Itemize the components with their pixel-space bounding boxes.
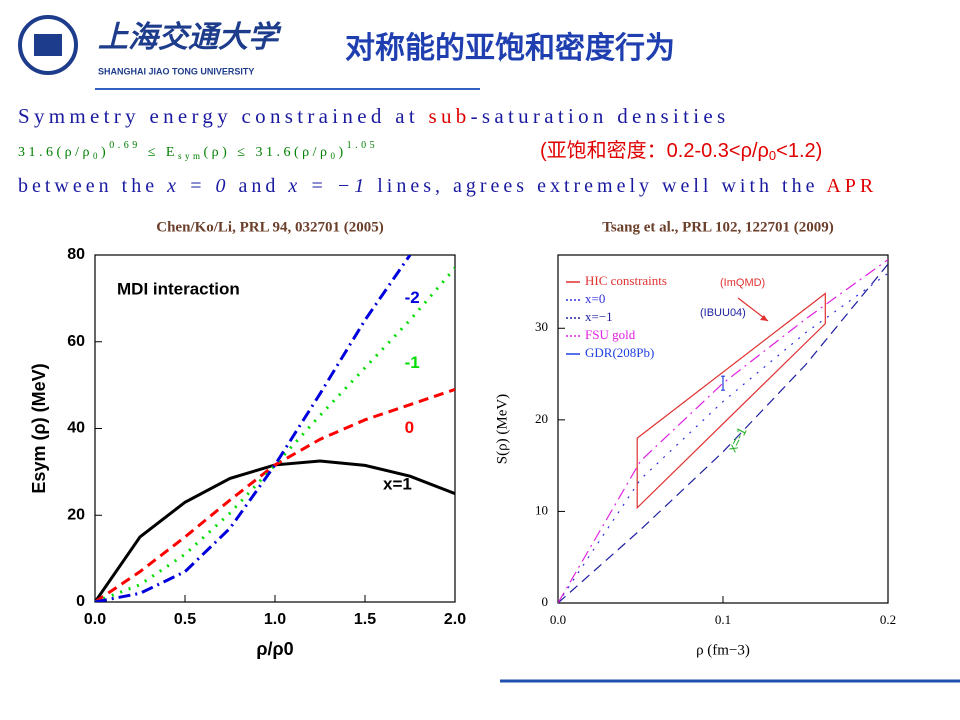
series-line [558,272,888,603]
series-line [95,388,455,602]
chart-title: MDI interaction [117,279,240,298]
text: 31.6(ρ/ρ [18,145,93,160]
plot-area [558,259,888,603]
y-axis-label: Esym (ρ) (MeV) [29,363,49,493]
text: 0.69 [109,140,141,151]
text: lines, agrees extremely well with the [368,175,826,197]
text: (ρ) ≤ 31.6(ρ/ρ [203,145,330,160]
series-label: 0 [405,418,414,437]
series-label: -2 [405,288,420,307]
region [636,292,826,510]
series-line [95,255,412,602]
y-tick-label: 40 [67,420,85,437]
text: <1.2) [776,140,822,162]
chart-caption: Chen/Ko/Li, PRL 94, 032701 (2005) [156,219,384,235]
legend-label: FSU gold [585,327,636,342]
text: ) [339,145,347,160]
logo-cn: 上海交通大学 [98,20,282,54]
y-tick-label: 20 [67,506,85,523]
point [721,375,725,391]
legend-label: x=−1 [585,309,613,324]
x-tick-label: 1.5 [354,611,376,628]
text: 0 [769,148,776,163]
logo-emblem-inner [34,34,62,56]
text: (亚饱和密度：0.2-0.3<ρ/ρ [540,139,769,162]
formula: 31.6(ρ/ρ0)0.69 ≤ Esym(ρ) ≤ 31.6(ρ/ρ0)1.0… [18,140,378,161]
x-tick-label: 0.2 [880,612,896,627]
annotation: (ImQMD) [720,277,765,289]
text: 0 [331,151,339,161]
chart: 0.0 0.5 1.0 1.5 2.0 0 20 40 60 80 ρ/ρ0 Esym (ρ) (Me… [29,246,466,659]
x-tick-label: 0.1 [715,612,731,627]
text: 1.05 [347,140,379,151]
legend-label: x=0 [585,291,605,306]
legend-label: GDR(208Pb) [585,345,654,360]
series-line [558,263,888,603]
series-label: x=1 [383,474,412,493]
x-tick-label: 0.5 [174,611,196,628]
y-tick-label: 0 [76,593,85,610]
slide-title: 对称能的亚饱和密度行为 [345,31,675,65]
series-line [95,267,455,602]
text: ≤ E [141,145,178,160]
text: -saturation densities [471,104,730,128]
text: sub [429,104,471,128]
chart: 0.0 0.1 0.2 0 10 20 30 ρ (fm−3) S(ρ) (MeV) HIC co… [494,254,896,658]
y-tick-label: 20 [535,411,548,426]
y-tick-label: 80 [67,246,85,263]
arrow-head [760,315,768,321]
annotation: x=-1 [724,425,749,455]
legend-label: HIC constraints [585,273,667,288]
text: 0 [93,151,101,161]
text: and [229,175,288,197]
x-tick-label: 0.0 [84,611,106,628]
annotation: (IBUU04) [700,307,746,319]
y-tick-label: 0 [542,594,549,609]
y-axis-label: S(ρ) (MeV) [494,394,510,464]
x-tick-label: 1.0 [264,611,286,628]
text-line: between the x = 0 and x = −1 lines, agre… [18,175,877,197]
plot-frame [94,254,456,603]
text-line: Symmetry energy constrained at sub-satur… [18,104,729,128]
logo: 上海交通大学 SHANGHAI JIAO TONG UNIVERSITY [18,15,282,76]
logo-emblem [18,15,78,75]
logo-en: SHANGHAI JIAO TONG UNIVERSITY [98,66,254,76]
text: ) [101,145,109,160]
text: between the [18,175,167,197]
series-label: -1 [405,353,420,372]
y-tick-label: 60 [67,333,85,350]
y-tick-label: 10 [535,502,548,517]
text: Symmetry energy constrained at [18,104,429,128]
note: (亚饱和密度：0.2-0.3<ρ/ρ0<1.2) [540,139,822,163]
x-tick-label: 0.0 [550,612,566,627]
x-axis-label: ρ (fm−3) [696,642,750,658]
text: sym [178,151,204,161]
text: APR [826,175,877,197]
chart-caption: Tsang et al., PRL 102, 122701 (2009) [602,219,834,235]
y-tick-label: 30 [535,319,548,334]
plot-area [95,255,455,602]
annotations: (ImQMD) (IBUU04) x=-1 [700,277,769,455]
x-axis-label: ρ/ρ0 [256,639,293,659]
text: x = 0 [166,175,229,197]
x-tick-label: 2.0 [444,611,466,628]
series-line [558,259,888,603]
text: x = −1 [287,175,368,197]
